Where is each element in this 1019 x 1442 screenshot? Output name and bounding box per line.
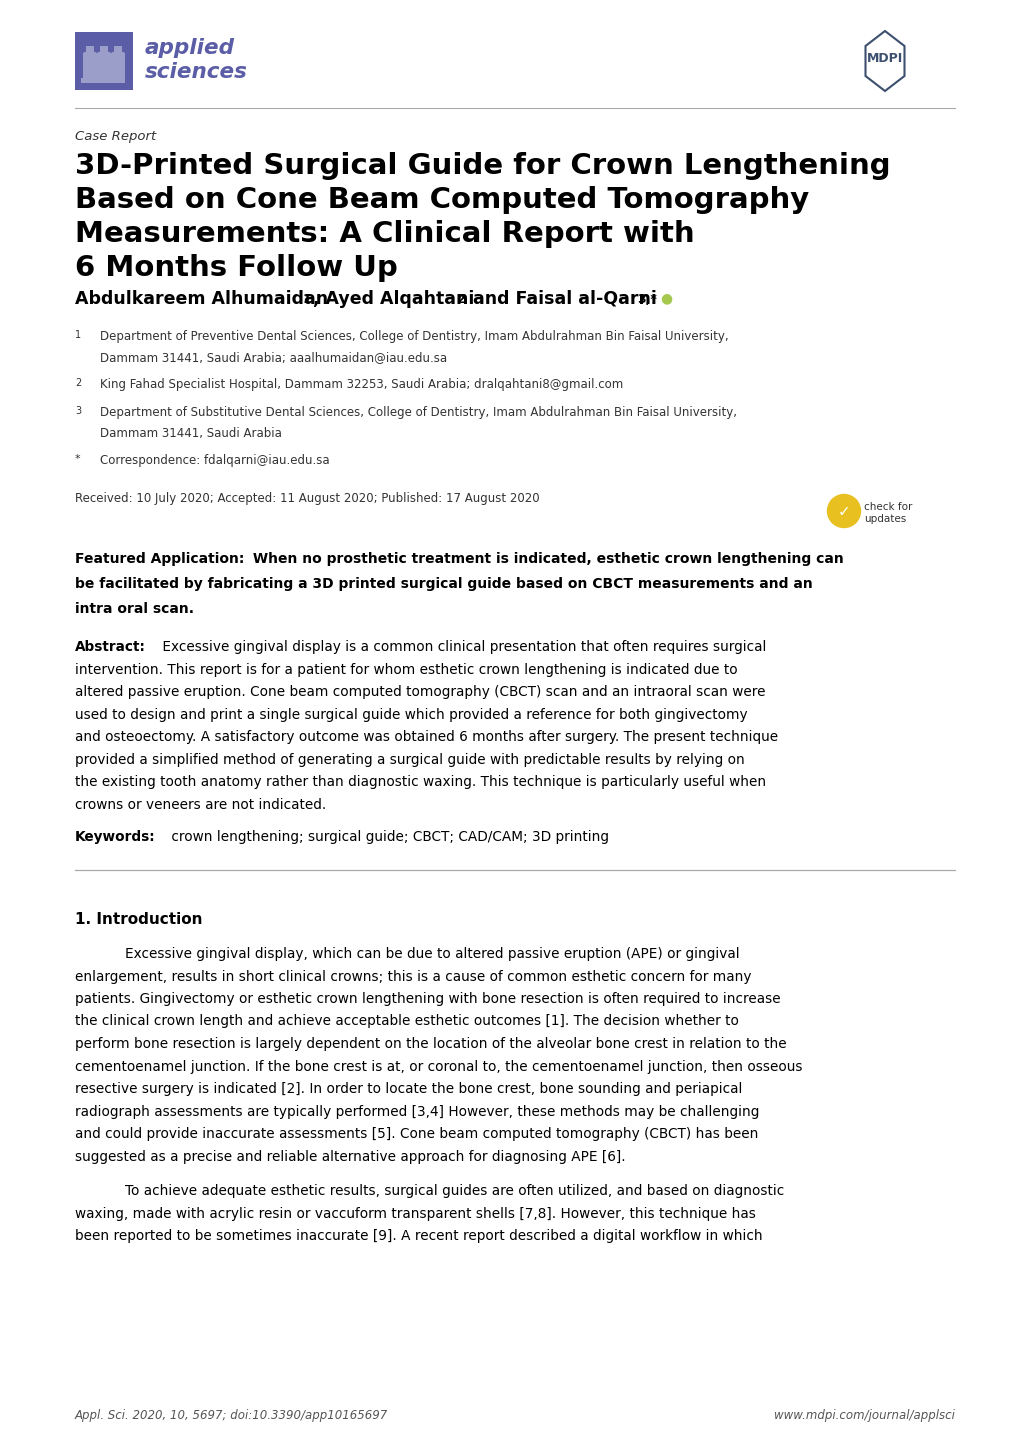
FancyBboxPatch shape	[86, 46, 94, 53]
Text: the existing tooth anatomy rather than diagnostic waxing. This technique is part: the existing tooth anatomy rather than d…	[75, 774, 765, 789]
Text: ✓: ✓	[837, 505, 850, 519]
Text: resective surgery is indicated [2]. In order to locate the bone crest, bone soun: resective surgery is indicated [2]. In o…	[75, 1082, 742, 1096]
Text: Received: 10 July 2020; Accepted: 11 August 2020; Published: 17 August 2020: Received: 10 July 2020; Accepted: 11 Aug…	[75, 492, 539, 505]
Text: Department of Preventive Dental Sciences, College of Dentistry, Imam Abdulrahman: Department of Preventive Dental Sciences…	[100, 330, 728, 343]
Text: sciences: sciences	[145, 62, 248, 82]
Circle shape	[826, 495, 860, 528]
FancyBboxPatch shape	[75, 32, 132, 89]
Text: and Faisal al-Qarni: and Faisal al-Qarni	[467, 290, 662, 309]
Text: radiograph assessments are typically performed [3,4] However, these methods may : radiograph assessments are typically per…	[75, 1105, 758, 1119]
Text: waxing, made with acrylic resin or vaccuform transparent shells [7,8]. However, : waxing, made with acrylic resin or vaccu…	[75, 1207, 755, 1220]
FancyBboxPatch shape	[97, 52, 111, 82]
Text: 3,*: 3,*	[637, 293, 656, 306]
Text: Department of Substitutive Dental Sciences, College of Dentistry, Imam Abdulrahm: Department of Substitutive Dental Scienc…	[100, 407, 737, 420]
Text: ●: ●	[659, 291, 672, 306]
Text: 1. Introduction: 1. Introduction	[75, 911, 203, 927]
Text: altered passive eruption. Cone beam computed tomography (CBCT) scan and an intra: altered passive eruption. Cone beam comp…	[75, 685, 764, 699]
Text: patients. Gingivectomy or esthetic crown lengthening with bone resection is ofte: patients. Gingivectomy or esthetic crown…	[75, 992, 780, 1007]
Text: www.mdpi.com/journal/applsci: www.mdpi.com/journal/applsci	[773, 1409, 954, 1422]
Text: provided a simplified method of generating a surgical guide with predictable res: provided a simplified method of generati…	[75, 753, 744, 767]
Text: and could provide inaccurate assessments [5]. Cone beam computed tomography (CBC: and could provide inaccurate assessments…	[75, 1128, 758, 1141]
Text: check for
updates: check for updates	[863, 502, 911, 525]
Text: been reported to be sometimes inaccurate [9]. A recent report described a digita: been reported to be sometimes inaccurate…	[75, 1229, 762, 1243]
Text: Featured Application:: Featured Application:	[75, 552, 245, 567]
Text: 1: 1	[303, 293, 312, 306]
Text: , Ayed Alqahtani: , Ayed Alqahtani	[313, 290, 480, 309]
Text: Excessive gingival display is a common clinical presentation that often requires: Excessive gingival display is a common c…	[158, 640, 765, 655]
Text: intervention. This report is for a patient for whom esthetic crown lengthening i: intervention. This report is for a patie…	[75, 662, 737, 676]
Text: Abstract:: Abstract:	[75, 640, 146, 655]
Text: Dammam 31441, Saudi Arabia: Dammam 31441, Saudi Arabia	[100, 427, 281, 440]
Text: the clinical crown length and achieve acceptable esthetic outcomes [1]. The deci: the clinical crown length and achieve ac…	[75, 1015, 738, 1028]
Text: *: *	[75, 454, 81, 464]
Text: When no prosthetic treatment is indicated, esthetic crown lengthening can: When no prosthetic treatment is indicate…	[248, 552, 843, 567]
Text: suggested as a precise and reliable alternative approach for diagnosing APE [6].: suggested as a precise and reliable alte…	[75, 1149, 625, 1164]
Text: Excessive gingival display, which can be due to altered passive eruption (APE) o: Excessive gingival display, which can be…	[125, 947, 739, 960]
Text: intra oral scan.: intra oral scan.	[75, 601, 194, 616]
Text: be facilitated by fabricating a 3D printed surgical guide based on CBCT measurem: be facilitated by fabricating a 3D print…	[75, 577, 812, 591]
Text: crown lengthening; surgical guide; CBCT; CAD/CAM; 3D printing: crown lengthening; surgical guide; CBCT;…	[167, 831, 608, 844]
Text: 3: 3	[75, 407, 82, 415]
FancyBboxPatch shape	[83, 52, 97, 82]
FancyBboxPatch shape	[81, 78, 125, 84]
Text: MDPI: MDPI	[866, 52, 902, 65]
Text: King Fahad Specialist Hospital, Dammam 32253, Saudi Arabia; dralqahtani8@gmail.c: King Fahad Specialist Hospital, Dammam 3…	[100, 378, 623, 391]
Text: crowns or veneers are not indicated.: crowns or veneers are not indicated.	[75, 797, 326, 812]
Text: Dammam 31441, Saudi Arabia; aaalhumaidan@iau.edu.sa: Dammam 31441, Saudi Arabia; aaalhumaidan…	[100, 350, 446, 363]
FancyBboxPatch shape	[114, 46, 122, 53]
Text: 2: 2	[457, 293, 466, 306]
Text: Appl. Sci. 2020, 10, 5697; doi:10.3390/app10165697: Appl. Sci. 2020, 10, 5697; doi:10.3390/a…	[75, 1409, 388, 1422]
Text: cementoenamel junction. If the bone crest is at, or coronal to, the cementoename: cementoenamel junction. If the bone cres…	[75, 1060, 802, 1073]
Text: Correspondence: fdalqarni@iau.edu.sa: Correspondence: fdalqarni@iau.edu.sa	[100, 454, 329, 467]
Text: Case Report: Case Report	[75, 130, 156, 143]
Text: used to design and print a single surgical guide which provided a reference for : used to design and print a single surgic…	[75, 708, 747, 721]
Text: 3D-Printed Surgical Guide for Crown Lengthening
Based on Cone Beam Computed Tomo: 3D-Printed Surgical Guide for Crown Leng…	[75, 151, 890, 283]
FancyBboxPatch shape	[100, 46, 108, 53]
Text: Keywords:: Keywords:	[75, 831, 156, 844]
Text: and osteoectomy. A satisfactory outcome was obtained 6 months after surgery. The: and osteoectomy. A satisfactory outcome …	[75, 730, 777, 744]
Text: To achieve adequate esthetic results, surgical guides are often utilized, and ba: To achieve adequate esthetic results, su…	[125, 1184, 784, 1198]
Text: Abdulkareem Alhumaidan: Abdulkareem Alhumaidan	[75, 290, 334, 309]
Text: 1: 1	[75, 330, 82, 340]
Text: perform bone resection is largely dependent on the location of the alveolar bone: perform bone resection is largely depend…	[75, 1037, 786, 1051]
Text: 2: 2	[75, 378, 82, 388]
Text: applied: applied	[145, 37, 234, 58]
Text: enlargement, results in short clinical crowns; this is a cause of common estheti: enlargement, results in short clinical c…	[75, 969, 751, 983]
FancyBboxPatch shape	[111, 52, 125, 82]
